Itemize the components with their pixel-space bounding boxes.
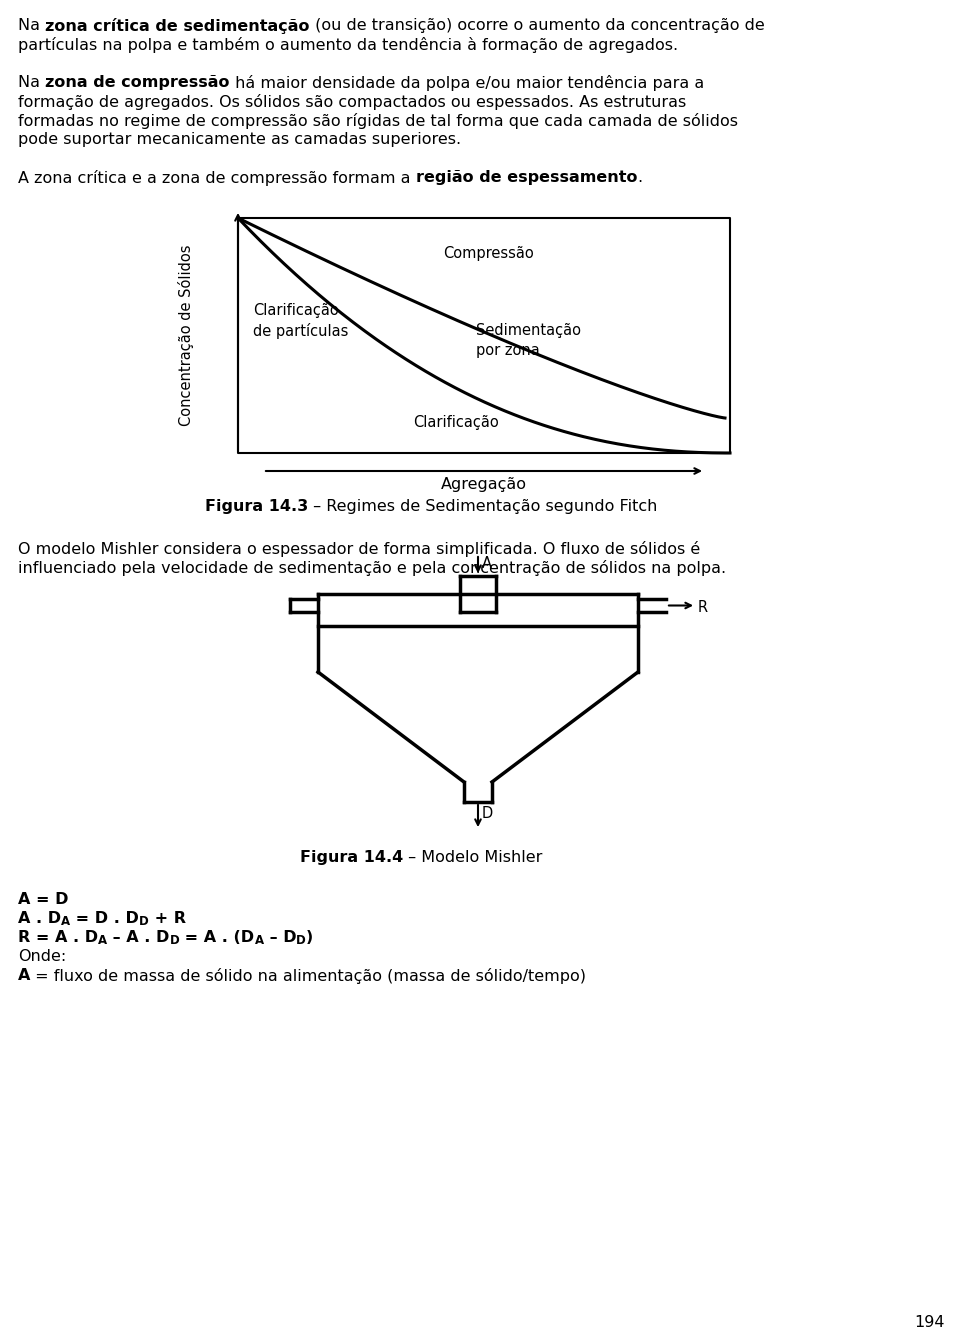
Text: zona crítica de sedimentação: zona crítica de sedimentação xyxy=(45,17,310,33)
Text: formação de agregados. Os sólidos são compactados ou espessados. As estruturas: formação de agregados. Os sólidos são co… xyxy=(18,93,686,109)
Text: – D: – D xyxy=(264,929,297,945)
Text: partículas na polpa e também o aumento da tendência à formação de agregados.: partículas na polpa e também o aumento d… xyxy=(18,37,678,53)
Text: A . D: A . D xyxy=(18,910,61,925)
Text: D: D xyxy=(139,914,149,928)
Text: A: A xyxy=(18,968,31,983)
Text: R = A . D: R = A . D xyxy=(18,929,98,945)
Text: influenciado pela velocidade de sedimentação e pela concentração de sólidos na p: influenciado pela velocidade de sediment… xyxy=(18,559,726,575)
Text: – A . D: – A . D xyxy=(108,929,170,945)
Text: Concentração de Sólidos: Concentração de Sólidos xyxy=(178,244,194,426)
Text: Na: Na xyxy=(18,75,45,89)
Text: O modelo Mishler considera o espessador de forma simplificada. O fluxo de sólido: O modelo Mishler considera o espessador … xyxy=(18,541,700,557)
Text: Clarificação: Clarificação xyxy=(413,415,499,430)
Text: R: R xyxy=(698,599,708,614)
Text: A: A xyxy=(482,555,492,571)
Text: Compressão: Compressão xyxy=(443,246,534,262)
Text: .: . xyxy=(637,170,642,186)
Text: = D . D: = D . D xyxy=(70,910,139,925)
Text: + R: + R xyxy=(149,910,186,925)
Text: A: A xyxy=(98,933,108,947)
Text: formadas no regime de compressão são rígidas de tal forma que cada camada de sól: formadas no regime de compressão são ríg… xyxy=(18,113,738,129)
Text: há maior densidade da polpa e/ou maior tendência para a: há maior densidade da polpa e/ou maior t… xyxy=(229,75,704,91)
Text: pode suportar mecanicamente as camadas superiores.: pode suportar mecanicamente as camadas s… xyxy=(18,132,461,147)
Text: D: D xyxy=(297,933,306,947)
Text: – Modelo Mishler: – Modelo Mishler xyxy=(403,850,542,865)
Text: Agregação: Agregação xyxy=(441,477,527,493)
Text: Onde:: Onde: xyxy=(18,949,66,964)
Text: A: A xyxy=(254,933,264,947)
Text: zona de compressão: zona de compressão xyxy=(45,75,229,89)
Text: D: D xyxy=(170,933,180,947)
Text: D: D xyxy=(482,806,493,821)
Text: – Regimes de Sedimentação segundo Fitch: – Regimes de Sedimentação segundo Fitch xyxy=(308,499,658,514)
Text: Sedimentação
por zona: Sedimentação por zona xyxy=(476,323,581,358)
Text: região de espessamento: região de espessamento xyxy=(416,170,637,186)
Text: Clarificação
de partículas: Clarificação de partículas xyxy=(253,303,348,339)
Text: ): ) xyxy=(306,929,313,945)
Text: A: A xyxy=(61,914,70,928)
Text: (ou de transição) ocorre o aumento da concentração de: (ou de transição) ocorre o aumento da co… xyxy=(310,17,764,33)
Text: Figura 14.3: Figura 14.3 xyxy=(205,499,308,514)
Text: A = D: A = D xyxy=(18,892,68,906)
Text: Figura 14.4: Figura 14.4 xyxy=(300,850,403,865)
Text: Na: Na xyxy=(18,17,45,33)
Text: = fluxo de massa de sólido na alimentação (massa de sólido/tempo): = fluxo de massa de sólido na alimentaçã… xyxy=(31,968,587,984)
Text: A zona crítica e a zona de compressão formam a: A zona crítica e a zona de compressão fo… xyxy=(18,170,416,186)
Text: 194: 194 xyxy=(915,1315,945,1330)
Text: = A . (D: = A . (D xyxy=(180,929,254,945)
